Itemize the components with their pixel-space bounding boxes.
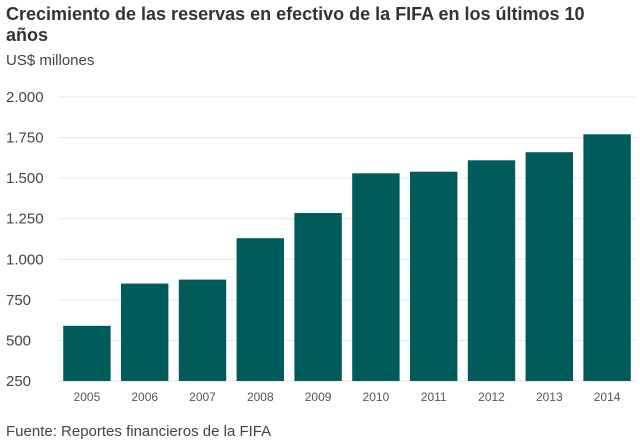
x-tick-label-2011: 2011 [421, 390, 447, 404]
bar-2005 [63, 325, 111, 381]
y-tick-label: 1.250 [6, 211, 44, 228]
bar-2008 [236, 238, 284, 381]
x-tick-label-2005: 2005 [74, 390, 101, 404]
x-tick-label-2013: 2013 [536, 390, 563, 404]
source-note: Fuente: Reportes financieros de la FIFA [6, 423, 272, 440]
chart-title: Crecimiento de las reservas en efectivo … [6, 4, 585, 45]
y-axis-ticks: 250 500 750 1.000 1.250 1.500 1.750 2.000 [6, 89, 44, 390]
bar-2009 [294, 213, 342, 381]
bar-2007 [178, 279, 227, 381]
y-tick-label: 1.000 [6, 251, 44, 268]
x-tick-label-2012: 2012 [478, 390, 505, 404]
y-tick-label: 1.750 [6, 130, 44, 147]
bar-2014 [583, 134, 631, 381]
bar-2011 [410, 171, 458, 381]
y-tick-label: 2.000 [6, 89, 44, 106]
y-axis-label: US$ millones [6, 52, 95, 69]
bar-2006 [121, 283, 169, 381]
bar-2013 [525, 152, 573, 381]
x-tick-label-2009: 2009 [305, 390, 332, 404]
x-tick-label-2014: 2014 [594, 390, 621, 404]
y-tick-label: 1.500 [6, 170, 44, 187]
x-tick-label-2006: 2006 [131, 390, 158, 404]
y-tick-label: 250 [6, 373, 31, 390]
x-tick-label-2008: 2008 [247, 390, 274, 404]
bars [63, 134, 631, 381]
x-axis-ticks: 2005 2006 2007 2008 2009 2010 2011 2012 2013 2014 [74, 390, 621, 404]
bar-2012 [467, 160, 516, 381]
x-tick-label-2010: 2010 [363, 390, 390, 404]
y-tick-label: 750 [6, 292, 31, 309]
x-tick-label-2007: 2007 [189, 390, 216, 404]
bar-2010 [352, 173, 400, 381]
y-tick-label: 500 [6, 332, 31, 349]
